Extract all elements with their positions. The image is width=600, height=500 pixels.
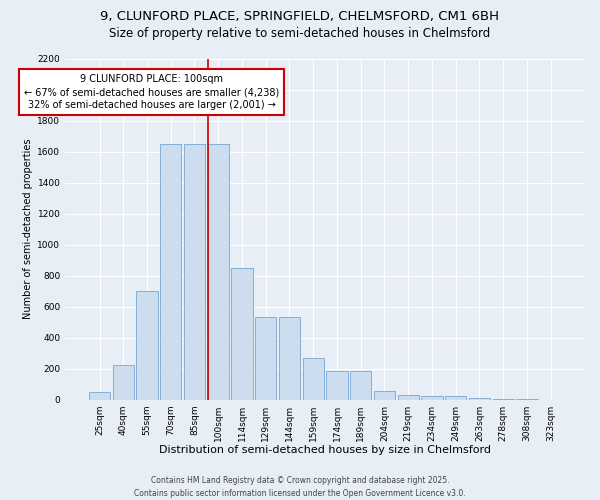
Bar [113, 366, 134, 400]
Y-axis label: Number of semi-detached properties: Number of semi-detached properties [23, 139, 33, 320]
Bar [350, 371, 371, 400]
Bar [136, 291, 158, 400]
Bar [421, 396, 443, 400]
Bar [279, 318, 300, 400]
Bar [208, 144, 229, 400]
Text: 9, CLUNFORD PLACE, SPRINGFIELD, CHELMSFORD, CM1 6BH: 9, CLUNFORD PLACE, SPRINGFIELD, CHELMSFO… [101, 10, 499, 23]
Bar [302, 358, 324, 400]
Bar [326, 371, 347, 400]
Text: Size of property relative to semi-detached houses in Chelmsford: Size of property relative to semi-detach… [109, 28, 491, 40]
Bar [398, 395, 419, 400]
Bar [493, 399, 514, 400]
Bar [89, 392, 110, 400]
Bar [374, 391, 395, 400]
Bar [255, 318, 277, 400]
Bar [469, 398, 490, 400]
Text: 9 CLUNFORD PLACE: 100sqm
← 67% of semi-detached houses are smaller (4,238)
32% o: 9 CLUNFORD PLACE: 100sqm ← 67% of semi-d… [24, 74, 280, 110]
Bar [160, 144, 181, 400]
Bar [232, 268, 253, 400]
Bar [184, 144, 205, 400]
Bar [445, 396, 466, 400]
Text: Contains HM Land Registry data © Crown copyright and database right 2025.
Contai: Contains HM Land Registry data © Crown c… [134, 476, 466, 498]
X-axis label: Distribution of semi-detached houses by size in Chelmsford: Distribution of semi-detached houses by … [159, 445, 491, 455]
